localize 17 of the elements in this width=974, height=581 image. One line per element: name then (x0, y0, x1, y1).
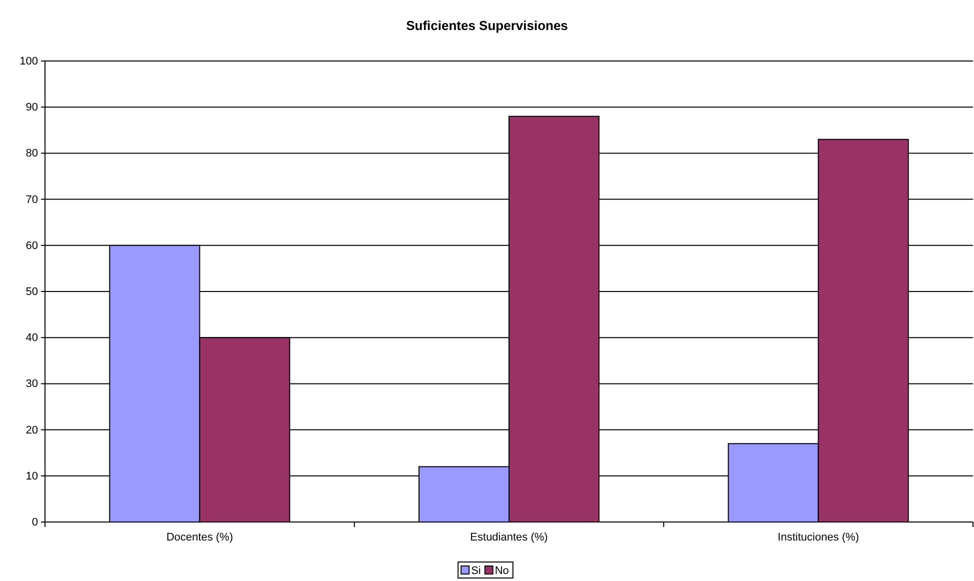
x-tick-label: Estudiantes (%) (470, 531, 548, 544)
x-tick-label: Docentes (%) (166, 531, 233, 544)
y-tick-label: 90 (26, 102, 38, 114)
y-tick-label: 80 (26, 148, 38, 160)
legend-label: Si (471, 565, 481, 577)
y-tick-label: 100 (20, 56, 38, 68)
y-tick-label: 60 (26, 240, 38, 252)
y-tick-label: 40 (26, 332, 38, 344)
chart-title: Suficientes Supervisiones (406, 18, 568, 33)
y-tick-label: 10 (26, 470, 38, 482)
legend-label: No (494, 565, 509, 577)
y-tick-label: 20 (26, 424, 38, 436)
x-tick-label: Instituciones (%) (778, 531, 859, 544)
y-tick-label: 50 (26, 286, 38, 298)
y-tick-label: 0 (32, 516, 38, 529)
y-tick-label: 30 (26, 378, 38, 390)
y-tick-label: 70 (26, 194, 38, 206)
